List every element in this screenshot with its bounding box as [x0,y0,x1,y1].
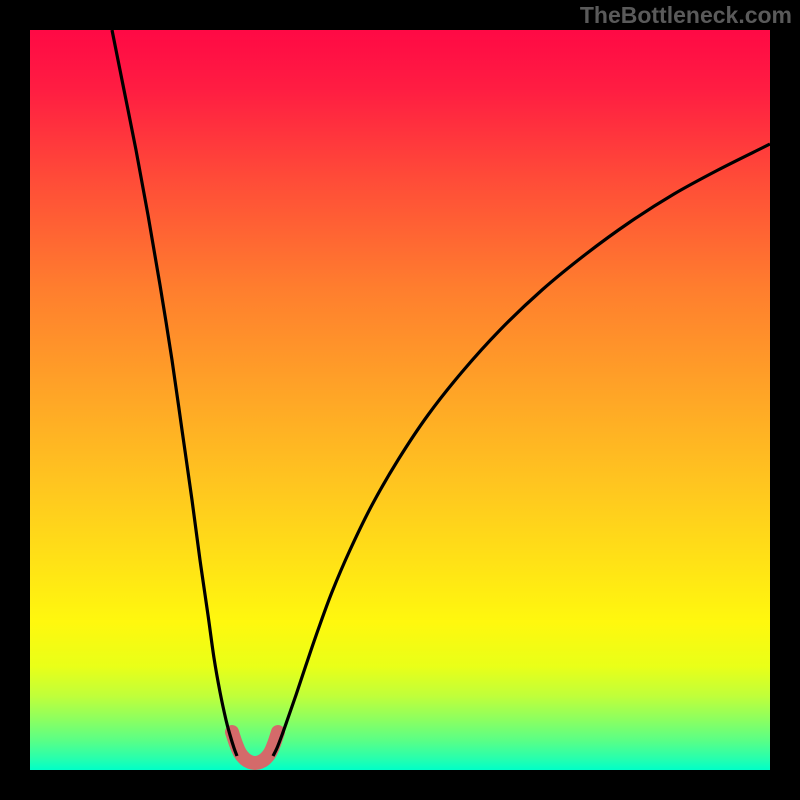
left-curve [112,30,237,756]
watermark-text: TheBottleneck.com [580,2,792,29]
curve-overlay [30,30,770,770]
plot-area [30,30,770,770]
right-curve [273,144,770,756]
figure-container: TheBottleneck.com [0,0,800,800]
valley-marker [232,732,278,763]
